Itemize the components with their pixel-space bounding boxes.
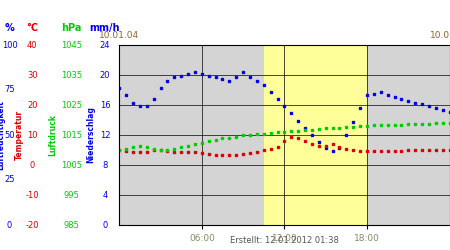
Text: 30: 30 <box>27 70 37 80</box>
Text: Luftdruck: Luftdruck <box>48 114 57 156</box>
Text: 20: 20 <box>27 100 37 110</box>
Text: Erstellt: 12.01.2012 01:38: Erstellt: 12.01.2012 01:38 <box>230 236 339 245</box>
Text: 25: 25 <box>4 176 15 184</box>
Text: -20: -20 <box>26 220 39 230</box>
Text: hPa: hPa <box>61 22 82 32</box>
Text: 12: 12 <box>100 130 110 140</box>
Text: 20: 20 <box>100 70 110 80</box>
Text: 8: 8 <box>102 160 108 170</box>
Text: 75: 75 <box>4 86 15 94</box>
Text: Temperatur: Temperatur <box>14 110 23 160</box>
Bar <box>264 45 367 225</box>
Text: 1005: 1005 <box>61 160 82 170</box>
Text: 995: 995 <box>64 190 79 200</box>
Bar <box>119 45 264 225</box>
Text: 10: 10 <box>27 130 37 140</box>
Text: 0: 0 <box>30 160 35 170</box>
Text: Luftfeuchtigkeit: Luftfeuchtigkeit <box>0 100 6 170</box>
Text: mm/h: mm/h <box>90 22 120 32</box>
Text: 40: 40 <box>27 40 37 50</box>
Text: 24: 24 <box>100 40 110 50</box>
Text: Niederschlag: Niederschlag <box>86 106 95 164</box>
Text: °C: °C <box>26 22 38 32</box>
Text: 1045: 1045 <box>61 40 82 50</box>
Text: 1025: 1025 <box>61 100 82 110</box>
Text: 1015: 1015 <box>61 130 82 140</box>
Text: 1035: 1035 <box>61 70 82 80</box>
Text: 100: 100 <box>2 40 18 50</box>
Text: %: % <box>4 22 14 32</box>
Text: 0: 0 <box>102 220 108 230</box>
Text: 0: 0 <box>7 220 12 230</box>
Text: 16: 16 <box>99 100 110 110</box>
Text: 985: 985 <box>63 220 80 230</box>
Text: 50: 50 <box>4 130 15 140</box>
Text: -10: -10 <box>26 190 39 200</box>
Bar <box>367 45 450 225</box>
Text: 4: 4 <box>102 190 108 200</box>
